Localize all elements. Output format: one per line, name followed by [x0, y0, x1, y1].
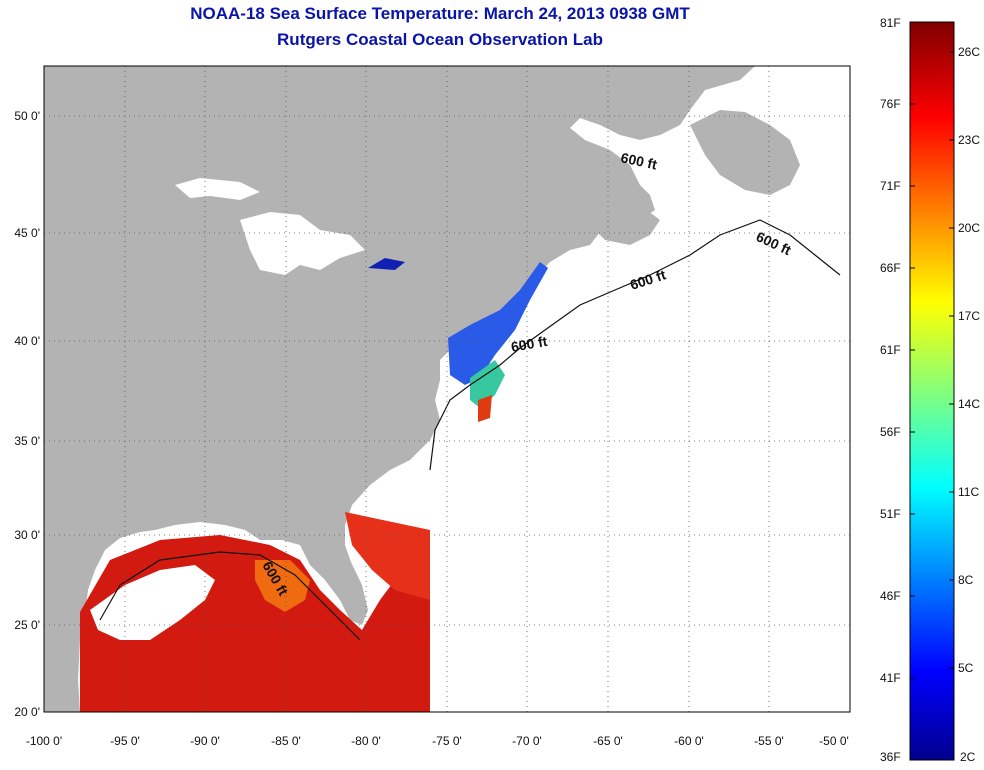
colorbar-c-label: 20C: [958, 221, 981, 235]
colorbar-bottom-label: 36F: [880, 750, 901, 764]
x-tick-label: -70 0': [512, 734, 542, 748]
land-newfoundland: [690, 110, 800, 195]
land-nova-scotia: [585, 198, 660, 245]
sst-gulf-cloud: [90, 565, 215, 640]
colorbar-f-label: 61F: [880, 343, 901, 357]
x-tick-label: -50 0': [819, 734, 849, 748]
contour-600ft: [429, 219, 841, 471]
colorbar-f-label: 76F: [880, 97, 901, 111]
y-tick-label: 30 0': [14, 528, 40, 542]
y-tick-label: 40 0': [14, 334, 40, 348]
colorbar-f-label: 71F: [880, 179, 901, 193]
sst-lake: [368, 258, 405, 270]
colorbar-scale: [909, 21, 955, 761]
map-subtitle: Rutgers Coastal Ocean Observation Lab: [277, 30, 603, 49]
colorbar-c-label: 23C: [958, 133, 981, 147]
colorbar-f-label: 51F: [880, 507, 901, 521]
x-tick-label: -85 0': [271, 734, 301, 748]
land-florida: [300, 545, 368, 625]
colorbar-f-label: 41F: [880, 671, 901, 685]
y-tick-label: 45 0': [14, 226, 40, 240]
colorbar-bottom-right-label: 2C: [960, 750, 976, 764]
y-tick-label: 35 0': [14, 434, 40, 448]
colorbar-c-label: 5C: [958, 661, 974, 675]
y-tick-label: 25 0': [14, 618, 40, 632]
y-tick-label: 50 0': [14, 109, 40, 123]
colorbar-f-label: 66F: [880, 261, 901, 275]
colorbar-c-label: 17C: [958, 309, 981, 323]
sst-mid-atlantic-warmer: [470, 360, 505, 408]
sst-florida-orange: [255, 560, 310, 612]
x-tick-label: -55 0': [754, 734, 784, 748]
colorbar-c-label: 26C: [958, 45, 981, 59]
land-north-america: [44, 66, 755, 712]
colorbar-c-label: 14C: [958, 397, 981, 411]
colorbar-top-label: 81F: [880, 16, 901, 30]
contour-label-600ft: 600 ft: [510, 333, 549, 355]
colorbar-c-label: 11C: [958, 485, 980, 499]
colorbar: 81F 76F 71F 66F 61F 56F 51F 46F 41F 36F …: [868, 12, 984, 770]
contour-600ft-gulf: [99, 551, 361, 641]
sst-atlantic-south: [345, 512, 430, 600]
x-tick-label: -95 0': [110, 734, 140, 748]
sst-gulf-stream-edge: [478, 395, 492, 422]
colorbar-f-label: 46F: [880, 589, 901, 603]
x-tick-label: -80 0': [351, 734, 381, 748]
x-tick-label: -60 0': [674, 734, 704, 748]
colorbar-f-label: 56F: [880, 425, 901, 439]
x-tick-label: -100 0': [26, 734, 62, 748]
map-title: NOAA-18 Sea Surface Temperature: March 2…: [190, 4, 690, 23]
contour-label-600ft: 600 ft: [619, 149, 658, 172]
colorbar-c-label: 8C: [958, 573, 974, 587]
y-tick-label: 20 0': [14, 705, 40, 719]
x-tick-label: -65 0': [593, 734, 623, 748]
lake-superior: [175, 178, 260, 200]
x-tick-label: -90 0': [190, 734, 220, 748]
x-axis-ticks: -100 0' -95 0' -90 0' -85 0' -80 0' -75 …: [26, 734, 849, 748]
y-axis-ticks: 50 0' 45 0' 40 0' 35 0' 30 0' 25 0' 20 0…: [14, 109, 40, 719]
great-lakes: [240, 212, 365, 275]
x-tick-label: -75 0': [432, 734, 462, 748]
map-frame: [43, 65, 851, 713]
sst-mid-atlantic-cool: [448, 262, 548, 385]
